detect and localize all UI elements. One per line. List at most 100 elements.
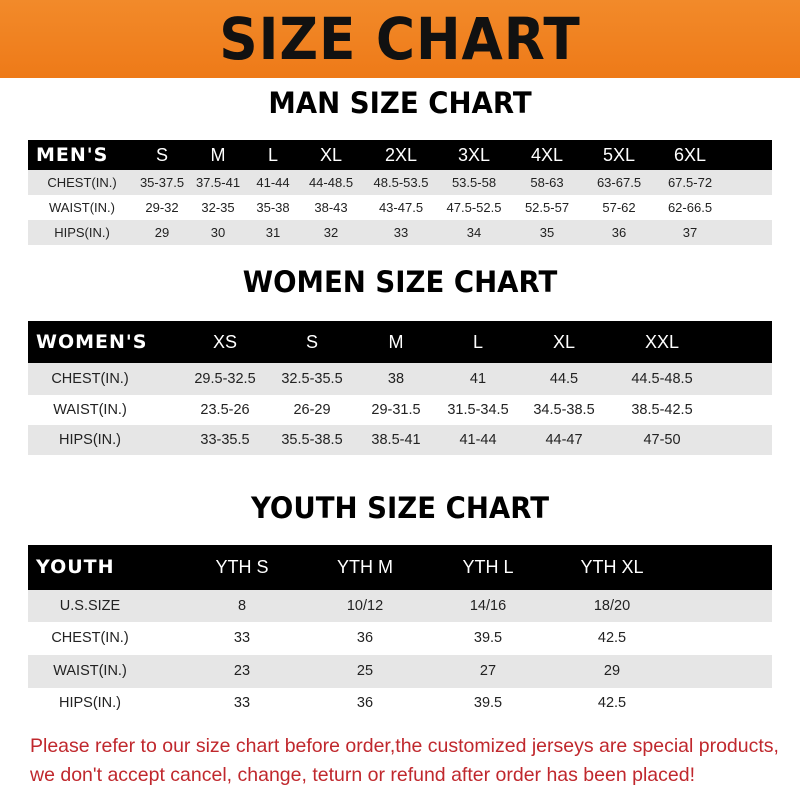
table-cell: 33 [233, 695, 251, 711]
size-header: YTH L [462, 557, 514, 577]
size-header: M [388, 332, 404, 352]
row-label: CHEST(IN.) [47, 175, 117, 190]
table-cell: 26-29 [293, 402, 331, 418]
header-row: WOMEN'S XS S M L XL XXL [28, 321, 772, 363]
table-cell: 18/20 [593, 598, 631, 614]
size-header: 5XL [602, 145, 636, 165]
size-header: 4XL [530, 145, 564, 165]
table-cell: 62-66.5 [667, 200, 713, 215]
table-row: WAIST(IN.) 29-32 32-35 35-38 38-43 43-47.5 47.… [28, 195, 772, 220]
table-cell: 27 [479, 663, 497, 679]
table-cell: 39.5 [473, 695, 503, 711]
row-label: U.S.SIZE [59, 598, 121, 614]
table-label: WOMEN'S [36, 331, 148, 353]
note-line-2: we don't accept cancel, change, teturn o… [30, 764, 695, 786]
table-row: HIPS(IN.) 33-35.5 35.5-38.5 38.5-41 41-44 44-… [28, 425, 772, 455]
table-cell: 38.5-41 [371, 432, 421, 448]
table-cell: 33 [233, 630, 251, 646]
table-cell: 35-38 [256, 200, 290, 215]
table-cell: 32.5-35.5 [281, 371, 343, 387]
table-cell: 37.5-41 [195, 175, 241, 190]
size-header: XL [319, 145, 343, 165]
table-cell: 31 [265, 225, 281, 240]
size-header: YTH M [337, 557, 393, 577]
banner: SIZE CHART [0, 0, 800, 78]
size-header: 3XL [457, 145, 491, 165]
women-size-table: WOMEN'S XS S M L XL XXL CHEST(IN.) 29.5-32.5 32.5… [28, 321, 772, 455]
table-cell: 29.5-32.5 [194, 371, 256, 387]
table-cell: 44.5-48.5 [631, 371, 693, 387]
table-cell: 33-35.5 [200, 432, 250, 448]
table-label: MEN'S [36, 144, 109, 166]
table-cell: 53.5-58 [451, 175, 497, 190]
table-cell: 35-37.5 [139, 175, 185, 190]
table-cell: 14/16 [469, 598, 507, 614]
table-cell: 37 [682, 225, 698, 240]
table-cell: 34.5-38.5 [533, 402, 595, 418]
table-cell: 36 [356, 695, 374, 711]
table-cell: 44-47 [545, 432, 583, 448]
table-cell: 47.5-52.5 [446, 200, 502, 215]
table-cell: 41-44 [459, 432, 497, 448]
table-cell: 42.5 [597, 630, 627, 646]
size-header: YTH S [215, 557, 269, 577]
youth-size-table: YOUTH YTH S YTH M YTH L YTH XL U.S.SIZE 8 10/12… [28, 545, 772, 718]
table-cell: 36 [356, 630, 374, 646]
table-row: HIPS(IN.) 29 30 31 32 33 34 35 36 37 [28, 220, 772, 245]
table-cell: 29-31.5 [371, 402, 421, 418]
table-cell: 43-47.5 [378, 200, 424, 215]
youth-title: YOUTH SIZE CHART [250, 491, 550, 525]
banner-title: SIZE CHART [219, 5, 581, 73]
table-cell: 57-62 [602, 200, 636, 215]
table-cell: 34 [466, 225, 482, 240]
table-cell: 58-63 [530, 175, 564, 190]
table-cell: 25 [356, 663, 374, 679]
table-cell: 42.5 [597, 695, 627, 711]
row-label: WAIST(IN.) [53, 663, 127, 679]
size-header: S [305, 332, 319, 352]
table-cell: 44.5 [549, 371, 579, 387]
row-label: WAIST(IN.) [49, 200, 115, 215]
table-cell: 48.5-53.5 [373, 175, 429, 190]
row-label: HIPS(IN.) [54, 225, 110, 240]
size-header: XL [552, 332, 576, 352]
row-label: CHEST(IN.) [51, 371, 129, 387]
table-row: CHEST(IN.) 29.5-32.5 32.5-35.5 38 41 44.5 44.5… [28, 363, 772, 395]
women-title: WOMEN SIZE CHART [242, 265, 558, 299]
note-line-1: Please refer to our size chart before or… [30, 735, 779, 757]
table-cell: 31.5-34.5 [447, 402, 509, 418]
table-cell: 44-48.5 [308, 175, 354, 190]
size-header: YTH XL [580, 557, 644, 577]
table-cell: 23.5-26 [200, 402, 250, 418]
table-cell: 29 [603, 663, 621, 679]
table-cell: 29 [154, 225, 170, 240]
size-header: M [210, 145, 226, 165]
header-row: YOUTH YTH S YTH M YTH L YTH XL [28, 545, 772, 590]
table-cell: 35 [539, 225, 555, 240]
size-header: XS [212, 332, 238, 352]
table-cell: 33 [393, 225, 409, 240]
size-header: L [472, 332, 484, 352]
header-row: MEN'S S M L XL 2XL 3XL 4XL 5XL 6XL [28, 140, 772, 170]
table-row: HIPS(IN.) 33 36 39.5 42.5 [28, 688, 772, 718]
men-size-table: MEN'S S M L XL 2XL 3XL 4XL 5XL 6XL CHEST(IN.) 35-37… [28, 140, 772, 245]
table-cell: 8 [237, 598, 247, 614]
table-cell: 23 [233, 663, 251, 679]
size-header: XXL [644, 332, 680, 352]
row-label: CHEST(IN.) [51, 630, 129, 646]
table-row: WAIST(IN.) 23 25 27 29 [28, 655, 772, 688]
table-cell: 38-43 [314, 200, 348, 215]
table-row: WAIST(IN.) 23.5-26 26-29 29-31.5 31.5-34.5 34… [28, 395, 772, 425]
table-cell: 38.5-42.5 [631, 402, 693, 418]
table-cell: 41-44 [256, 175, 290, 190]
row-label: HIPS(IN.) [58, 432, 122, 448]
table-cell: 10/12 [346, 598, 384, 614]
table-cell: 52.5-57 [524, 200, 570, 215]
row-label: HIPS(IN.) [58, 695, 122, 711]
table-cell: 32-35 [201, 200, 235, 215]
table-cell: 47-50 [643, 432, 681, 448]
men-title: MAN SIZE CHART [268, 86, 532, 120]
table-cell: 38 [387, 371, 405, 387]
table-row: U.S.SIZE 8 10/12 14/16 18/20 [28, 590, 772, 622]
table-cell: 30 [210, 225, 226, 240]
